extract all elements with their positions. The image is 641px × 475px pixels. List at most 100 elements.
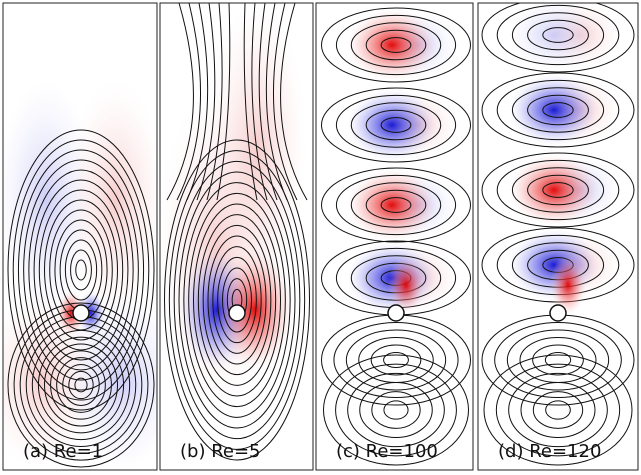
- streamline: [206, 3, 223, 201]
- streamline: [481, 72, 635, 148]
- streamline: [207, 235, 267, 365]
- vorticity: [509, 154, 599, 226]
- panel-content: [160, 3, 310, 461]
- streamline: [335, 94, 457, 156]
- streamline: [347, 372, 445, 448]
- streamline: [481, 3, 635, 73]
- streamline: [44, 199, 118, 341]
- streamline: [217, 256, 257, 344]
- panel-border: [477, 2, 639, 471]
- streamline: [358, 337, 434, 383]
- streamline: [483, 354, 633, 466]
- streamline: [542, 182, 574, 198]
- streamline: [168, 150, 306, 450]
- streamline: [265, 3, 288, 201]
- panel: (c) Re=100: [315, 2, 474, 471]
- vorticity: [509, 3, 599, 71]
- streamline: [321, 87, 471, 163]
- panel: (b) Re=5: [159, 2, 314, 471]
- streamline: [188, 192, 286, 408]
- streamline: [197, 214, 277, 386]
- streamline: [350, 22, 442, 68]
- streamline: [38, 189, 124, 351]
- streamline: [527, 174, 589, 206]
- streamline: [532, 391, 584, 429]
- panel-content: [3, 80, 157, 470]
- streamline: [511, 167, 605, 213]
- streamline: [323, 354, 469, 466]
- streamline: [166, 3, 194, 201]
- streamline: [345, 329, 447, 391]
- streamline: [544, 352, 572, 368]
- streamline: [178, 171, 296, 429]
- panel: (a) Re=1: [2, 2, 158, 471]
- streamline: [481, 152, 635, 228]
- vorticity: [347, 9, 437, 81]
- streamline: [75, 259, 87, 281]
- streamline: [321, 7, 471, 83]
- streamline: [272, 3, 298, 201]
- streamline: [380, 117, 412, 133]
- streamline: [519, 337, 597, 383]
- streamline: [496, 159, 620, 221]
- panel-content: [481, 3, 635, 466]
- streamline: [365, 189, 427, 221]
- streamline: [70, 249, 92, 291]
- streamline: [37, 336, 125, 434]
- streamline: [7, 129, 155, 411]
- vorticity: [61, 290, 157, 470]
- streamline: [350, 102, 442, 148]
- streamline: [50, 350, 112, 420]
- streamline: [520, 382, 596, 438]
- streamline: [380, 37, 412, 53]
- panel-content: [321, 7, 471, 466]
- streamline: [183, 182, 291, 418]
- vorticity: [509, 74, 599, 146]
- streamline: [186, 3, 209, 201]
- streamline: [173, 160, 301, 440]
- panel-label: (a) Re=1: [23, 441, 103, 462]
- streamline: [371, 391, 421, 429]
- streamline: [359, 382, 433, 438]
- panel-border: [315, 2, 474, 471]
- streamline: [527, 19, 589, 51]
- cylinder: [228, 304, 246, 322]
- streamline: [383, 352, 409, 368]
- vorticity: [217, 250, 293, 370]
- streamline: [202, 224, 272, 376]
- panel-border: [2, 2, 158, 471]
- streamline: [365, 29, 427, 61]
- vorticity: [550, 255, 586, 315]
- panel-label: (b) Re=5: [180, 441, 261, 462]
- streamline: [164, 139, 310, 461]
- streamline: [495, 363, 621, 457]
- streamline: [243, 3, 258, 201]
- streamline: [28, 169, 134, 371]
- streamline: [365, 109, 427, 141]
- streamline: [350, 182, 442, 228]
- streamline: [545, 400, 571, 420]
- vorticity: [347, 169, 437, 241]
- streamline: [62, 364, 100, 406]
- panel: (d) Re=120: [477, 2, 639, 471]
- streamline: [527, 94, 589, 126]
- streamline: [532, 344, 584, 376]
- streamline: [335, 14, 457, 76]
- streamline: [56, 357, 106, 413]
- streamline: [542, 102, 574, 118]
- streamline: [280, 3, 308, 201]
- streamline: [508, 372, 608, 448]
- streamline: [542, 27, 574, 43]
- streamline: [25, 323, 137, 447]
- vorticity: [388, 257, 424, 313]
- streamline: [496, 79, 620, 141]
- streamline: [222, 267, 252, 333]
- panel-border: [159, 2, 314, 471]
- panel-label: (d) Re=120: [498, 441, 601, 462]
- streamline: [335, 174, 457, 236]
- streamline: [33, 179, 129, 361]
- streamline: [380, 197, 412, 213]
